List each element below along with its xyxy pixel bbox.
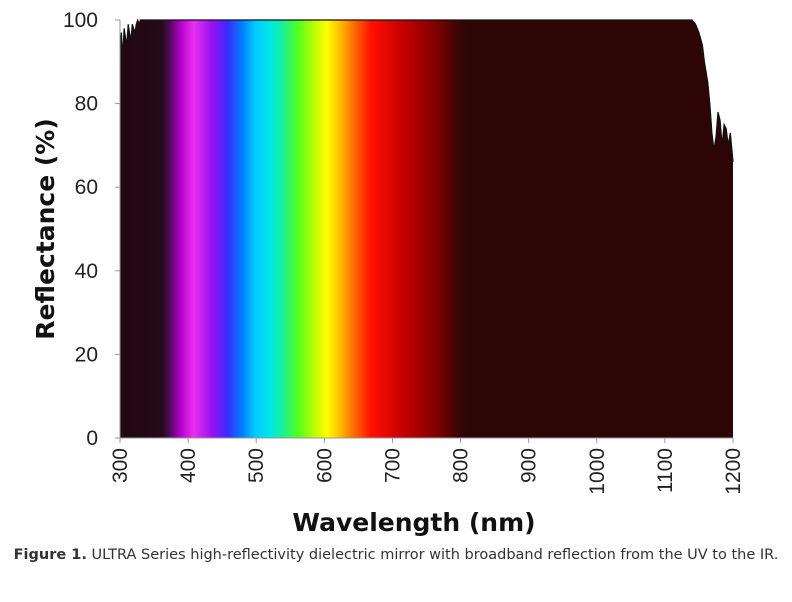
reflectance-area <box>120 20 733 438</box>
figure-caption: Figure 1. ULTRA Series high-reflectivity… <box>0 543 792 567</box>
x-tick-label: 1100 <box>654 448 677 493</box>
reflectance-curve <box>119 18 734 163</box>
y-axis-ticks: 0 20 40 60 80 100 <box>63 9 120 450</box>
x-tick-label: 300 <box>109 448 132 483</box>
x-tick-label: 400 <box>177 448 200 483</box>
x-tick-label: 500 <box>245 448 268 483</box>
y-tick-label: 20 <box>75 343 98 366</box>
y-tick-label: 40 <box>75 260 98 283</box>
x-tick-label: 1000 <box>586 448 609 495</box>
x-tick-label: 1200 <box>722 448 745 495</box>
y-tick-label: 0 <box>86 427 98 450</box>
x-axis-title: Wavelength (nm) <box>292 508 535 537</box>
x-tick-label: 800 <box>450 448 473 483</box>
caption-label: Figure 1. <box>13 547 87 563</box>
y-axis-title: Reflectance (%) <box>31 118 60 340</box>
x-tick-label: 600 <box>313 448 336 483</box>
caption-text: ULTRA Series high-reflectivity dielectri… <box>91 547 779 563</box>
x-tick-label: 700 <box>381 448 404 483</box>
y-tick-label: 60 <box>75 176 98 199</box>
reflectance-chart: 0 20 40 60 80 100 300 400 500 600 700 800 900 1000 11… <box>31 9 745 537</box>
y-tick-label: 100 <box>63 9 98 32</box>
x-tick-label: 900 <box>518 448 541 483</box>
x-axis-ticks: 300 400 500 600 700 800 900 1000 1100 1200 <box>109 438 745 495</box>
y-tick-label: 80 <box>75 93 98 116</box>
